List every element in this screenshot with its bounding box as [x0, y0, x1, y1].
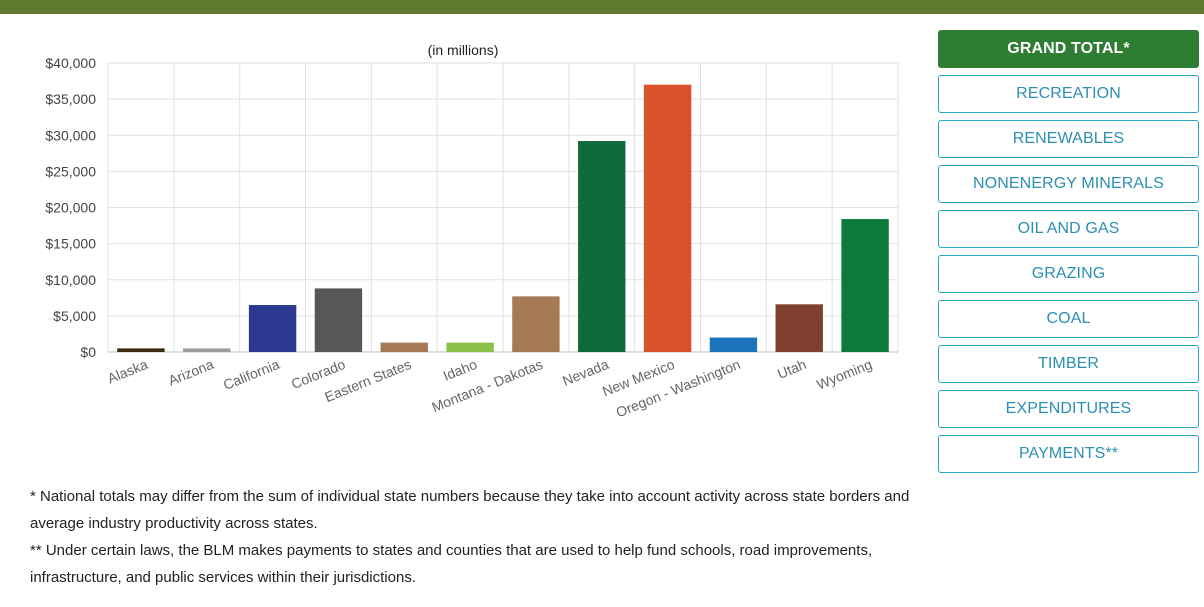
category-button-group: GRAND TOTAL* RECREATION RENEWABLES NONENERG… — [938, 30, 1199, 480]
bar-chart: $0 $5,000 $10,000 $15,000 $20,000 $25,000 $30,… — [0, 30, 920, 470]
x-tick-label: Montana - Dakotas — [429, 356, 545, 415]
x-tick-label: Utah — [775, 356, 808, 382]
y-tick-label: $25,000 — [45, 163, 96, 179]
y-tick-label: $5,000 — [53, 308, 96, 324]
bar-utah — [775, 304, 823, 352]
bar-wyoming — [841, 219, 889, 352]
y-tick-label: $0 — [80, 344, 96, 360]
x-tick-label: Idaho — [441, 356, 480, 384]
bar-alaska — [117, 348, 165, 352]
x-tick-label: Alaska — [105, 356, 150, 387]
x-tick-label: California — [221, 356, 282, 393]
coal-button[interactable]: COAL — [938, 300, 1199, 338]
bar-arizona — [183, 348, 231, 352]
y-tick-label: $35,000 — [45, 91, 96, 107]
bar-new-mexico — [643, 84, 692, 353]
timber-button[interactable]: TIMBER — [938, 345, 1199, 383]
y-tick-label: $40,000 — [45, 55, 96, 71]
y-tick-label: $30,000 — [45, 127, 96, 143]
grazing-button[interactable]: GRAZING — [938, 255, 1199, 293]
bar-california — [248, 305, 297, 352]
footnotes: * National totals may differ from the su… — [30, 483, 910, 591]
nonenergy-minerals-button[interactable]: NONENERGY MINERALS — [938, 165, 1199, 203]
bar-oregon-washington — [709, 337, 758, 352]
expenditures-button[interactable]: EXPENDITURES — [938, 390, 1199, 428]
x-tick-label: Wyoming — [814, 356, 874, 393]
x-tick-label: Arizona — [166, 356, 216, 389]
payments-note: ** Under certain laws, the BLM makes pay… — [30, 542, 873, 586]
grand-total-button[interactable]: GRAND TOTAL* — [938, 30, 1199, 68]
bar-eastern-states — [380, 342, 428, 352]
bar-nevada — [578, 141, 626, 352]
y-tick-label: $20,000 — [45, 200, 96, 216]
chart-title: (in millions) — [428, 42, 499, 58]
oil-and-gas-button[interactable]: OIL AND GAS — [938, 210, 1199, 248]
national-totals-note: * National totals may differ from the su… — [30, 488, 910, 532]
bar-idaho — [446, 342, 494, 352]
top-green-rule — [0, 0, 1204, 14]
bar-montana-dakotas — [512, 296, 560, 352]
y-tick-label: $10,000 — [45, 272, 96, 288]
bar-colorado — [314, 288, 363, 352]
payments-button[interactable]: PAYMENTS** — [938, 435, 1199, 473]
renewables-button[interactable]: RENEWABLES — [938, 120, 1199, 158]
y-tick-label: $15,000 — [45, 236, 96, 252]
chart-svg: $0 $5,000 $10,000 $15,000 $20,000 $25,000 $30,… — [45, 42, 899, 420]
recreation-button[interactable]: RECREATION — [938, 75, 1199, 113]
